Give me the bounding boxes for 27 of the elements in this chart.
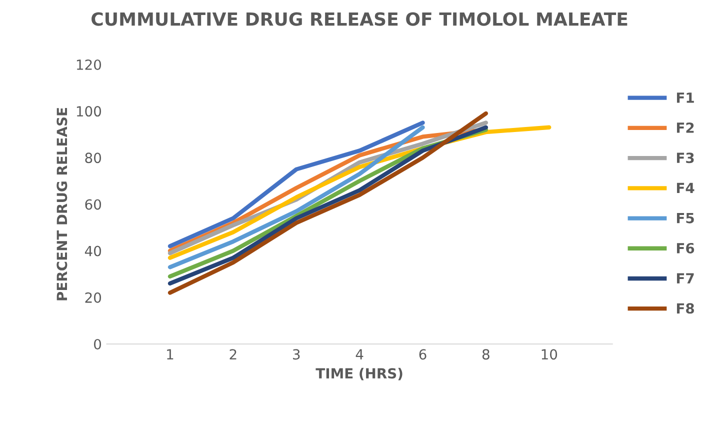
y-tick-label: 40 — [84, 246, 102, 256]
legend-label: F6 — [676, 242, 694, 254]
legend-label: F1 — [676, 92, 694, 103]
y-tick-label: 100 — [76, 106, 102, 117]
y-axis-title: PERCENT DRUG RELEASE — [56, 108, 68, 300]
y-tick-label: 60 — [85, 199, 102, 210]
legend-label: F3 — [676, 152, 694, 164]
x-tick-label: 3 — [293, 349, 300, 360]
x-tick-label: 10 — [542, 349, 558, 360]
legend-label: F8 — [676, 303, 694, 314]
line-series — [168, 120, 425, 248]
x-tick-label: 8 — [482, 349, 490, 360]
x-axis-title: TIME (HRS) — [316, 368, 402, 380]
legend-label: F5 — [676, 213, 694, 224]
y-tick-label: 0 — [94, 338, 102, 350]
legend-label: F2 — [676, 122, 694, 133]
y-tick-label: 80 — [85, 152, 102, 164]
legend-label: F4 — [676, 182, 694, 194]
y-tick-label: 120 — [76, 59, 102, 70]
x-tick-label: 1 — [167, 349, 174, 360]
line-series — [168, 125, 425, 270]
x-tick-label: 6 — [419, 349, 426, 360]
x-tick-label: 4 — [356, 349, 364, 360]
y-tick-label: 20 — [85, 292, 102, 303]
chart-title: CUMMULATIVE DRUG RELEASE OF TIMOLOL MALEATE — [92, 12, 628, 26]
legend-label: F7 — [676, 273, 694, 284]
x-tick-label: 2 — [230, 349, 236, 360]
